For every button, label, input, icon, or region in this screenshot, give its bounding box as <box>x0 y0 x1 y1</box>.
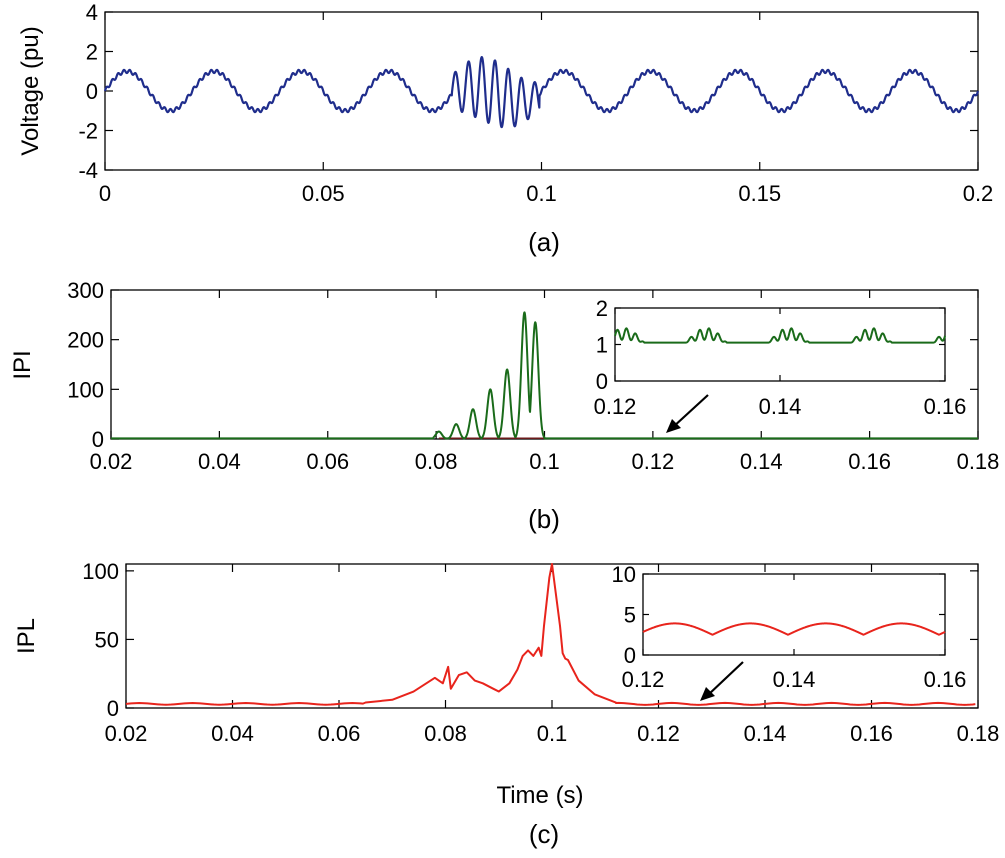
panel-b-arrow-line <box>671 394 709 429</box>
panel-c-arrow-line <box>707 661 744 696</box>
voltage-line <box>103 56 980 129</box>
panel-a-ylabel: Voltage (pu) <box>17 26 44 155</box>
x-axis-label: Time (s) <box>496 782 583 809</box>
panel-c-xtick-label: 0.12 <box>637 721 680 746</box>
ipl-line <box>125 563 976 706</box>
panel-a-xtick-label: 0.05 <box>302 181 345 206</box>
panel-c-caption: (c) <box>529 819 559 849</box>
panel-c-xtick-label: 0.02 <box>105 721 148 746</box>
panel-c-xtick-label: 0.14 <box>744 721 787 746</box>
panel-a-xtick-label: 0 <box>99 181 111 206</box>
ipl-inset-line <box>642 622 946 636</box>
panel-c-xtick-label: 0.1 <box>537 721 568 746</box>
panel-b-inset-xtick-label: 0.16 <box>924 394 967 419</box>
panel-c-arrow-head <box>700 687 715 701</box>
ipi-inset-line <box>614 327 946 344</box>
panel-a-xtick-label: 0.1 <box>526 181 557 206</box>
panel-b-ytick-label: 0 <box>92 427 104 452</box>
panel-b-inset-ytick-label: 0 <box>596 369 608 394</box>
panel-c-inset-xtick-label: 0.16 <box>924 667 967 692</box>
panel-b: 0.02 0.04 0.06 0.08 0.1 0.12 0.14 0.16 0.18 0 100 2… <box>9 278 999 534</box>
panel-b-ytick-label: 100 <box>67 377 104 402</box>
panel-b-xtick-label: 0.08 <box>415 449 458 474</box>
panel-a-ytick-label: -4 <box>78 158 98 183</box>
panel-c-ticks: 0.02 0.04 0.06 0.08 0.1 0.12 0.14 0.16 0.1805010… <box>82 559 999 746</box>
panel-b-caption: (b) <box>528 504 560 534</box>
panel-c-xtick-label: 0.18 <box>957 721 1000 746</box>
panel-b-inset: 0.12 0.14 0.16 0 1 2 <box>594 296 967 419</box>
panel-c-xtick-label: 0.06 <box>318 721 361 746</box>
panel-a-ticks: 0 0.05 0.1 0.15 0.2 -4 -2 0 2 4 <box>78 0 993 206</box>
panel-a-ytick-label: 4 <box>86 0 98 25</box>
ipi-line <box>110 311 979 440</box>
panel-c-xtick-label: 0.04 <box>211 721 254 746</box>
panel-c-ytick-label: 50 <box>95 627 119 652</box>
panel-a-ytick-label: 2 <box>86 40 98 65</box>
panel-c-arrow <box>700 661 744 701</box>
panel-c-inset-ytick-label: 5 <box>624 603 636 628</box>
panel-a-xtick-label: 0.15 <box>738 181 781 206</box>
panel-b-inset-frame <box>614 307 946 382</box>
panel-c-inset: 0.12 0.14 0.16 0 5 10 <box>612 562 967 692</box>
panel-b-xtick-label: 0.1 <box>529 449 560 474</box>
panel-b-inset-xtick-label: 0.12 <box>594 394 637 419</box>
panel-c-inset-ticks: 0.12 0.14 0.16 0 5 10 <box>612 562 967 692</box>
panel-a-ytick-label: 0 <box>86 79 98 104</box>
panel-a-caption: (a) <box>528 227 560 257</box>
panel-b-xtick-label: 0.18 <box>957 449 1000 474</box>
panel-b-arrow <box>666 394 709 433</box>
panel-b-xtick-label: 0.06 <box>306 449 349 474</box>
panel-b-inset-ytick-label: 2 <box>596 296 608 321</box>
panel-b-ylabel: IPI <box>9 350 36 379</box>
panel-c-inset-ytick-label: 10 <box>612 562 636 587</box>
panel-b-ticks: 0.02 0.04 0.06 0.08 0.1 0.12 0.14 0.16 0.18 0 100 2… <box>67 278 999 474</box>
panel-c-inset-frame <box>642 573 946 656</box>
panel-b-inset-ticks: 0.12 0.14 0.16 0 1 2 <box>594 296 967 419</box>
panel-b-inset-ytick-label: 1 <box>596 333 608 358</box>
panel-c-inset-xtick-label: 0.12 <box>622 667 665 692</box>
panel-c-inset-xtick-label: 0.14 <box>773 667 816 692</box>
panel-c-xtick-label: 0.16 <box>850 721 893 746</box>
panel-b-arrow-head <box>666 419 681 433</box>
panel-b-xtick-label: 0.12 <box>631 449 674 474</box>
panel-b-ytick-label: 300 <box>67 278 104 303</box>
panel-b-xtick-label: 0.02 <box>90 449 133 474</box>
panel-a-xtick-label: 0.2 <box>963 181 994 206</box>
panel-a: 0 0.05 0.1 0.15 0.2 -4 -2 0 2 4 Voltage (pu) (a) <box>17 0 993 257</box>
panel-c-ylabel: IPL <box>13 618 40 654</box>
panel-c-ytick-label: 0 <box>107 696 119 721</box>
panel-c-xtick-label: 0.08 <box>424 721 467 746</box>
panel-c-ytick-label: 100 <box>82 559 119 584</box>
panel-a-ytick-label: -2 <box>78 119 98 144</box>
panel-c-inset-ytick-label: 0 <box>624 643 636 668</box>
panel-b-ytick-label: 200 <box>67 328 104 353</box>
panel-b-inset-xtick-label: 0.14 <box>759 394 802 419</box>
panel-c: 0.02 0.04 0.06 0.08 0.1 0.12 0.14 0.16 0.1805010… <box>13 559 999 849</box>
panel-b-xtick-label: 0.04 <box>198 449 241 474</box>
panel-b-xtick-label: 0.16 <box>848 449 891 474</box>
panel-b-xtick-label: 0.14 <box>740 449 783 474</box>
